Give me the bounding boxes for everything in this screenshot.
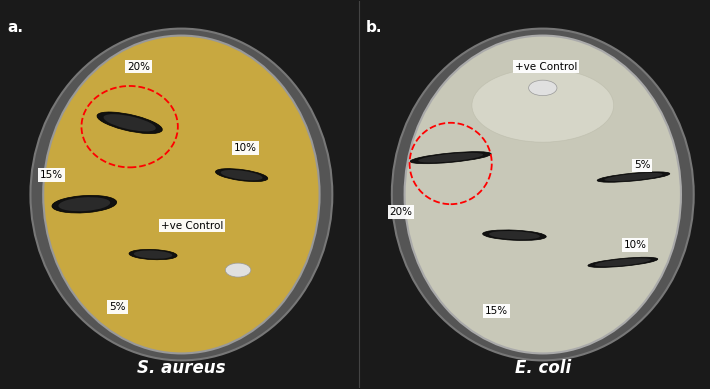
Ellipse shape — [58, 197, 110, 211]
Ellipse shape — [418, 153, 483, 163]
Ellipse shape — [597, 172, 670, 182]
Ellipse shape — [410, 152, 491, 164]
Ellipse shape — [104, 114, 155, 131]
Text: +ve Control: +ve Control — [515, 61, 577, 72]
Text: a.: a. — [8, 20, 23, 35]
Text: 15%: 15% — [485, 306, 508, 316]
Text: b.: b. — [366, 20, 382, 35]
Ellipse shape — [225, 263, 251, 277]
Text: 5%: 5% — [634, 160, 650, 170]
Text: 20%: 20% — [390, 207, 413, 217]
Ellipse shape — [133, 251, 173, 259]
Text: 20%: 20% — [127, 61, 151, 72]
Ellipse shape — [392, 29, 694, 360]
Text: 10%: 10% — [234, 143, 257, 153]
Ellipse shape — [483, 230, 546, 240]
Ellipse shape — [472, 68, 613, 142]
Ellipse shape — [529, 80, 557, 96]
Ellipse shape — [43, 35, 320, 354]
Text: S. aureus: S. aureus — [137, 359, 226, 377]
Text: 5%: 5% — [109, 302, 126, 312]
Ellipse shape — [604, 173, 662, 181]
Ellipse shape — [489, 231, 540, 239]
Ellipse shape — [97, 112, 163, 133]
Text: 15%: 15% — [40, 170, 63, 180]
Ellipse shape — [595, 258, 651, 266]
Ellipse shape — [405, 35, 681, 354]
Ellipse shape — [129, 249, 177, 260]
Ellipse shape — [216, 169, 268, 182]
Ellipse shape — [221, 170, 263, 180]
Ellipse shape — [31, 29, 332, 360]
Text: 10%: 10% — [623, 240, 646, 250]
Ellipse shape — [588, 257, 657, 267]
Text: +ve Control: +ve Control — [161, 221, 223, 231]
Ellipse shape — [52, 195, 116, 213]
Text: E. coli: E. coli — [515, 359, 571, 377]
